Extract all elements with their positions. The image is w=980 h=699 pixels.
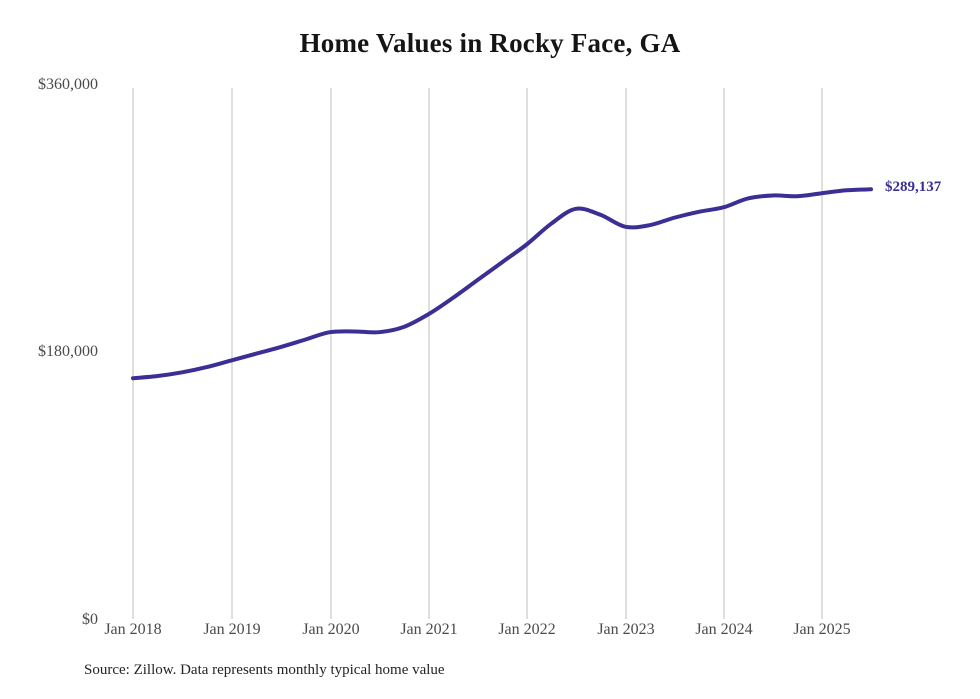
y-axis-tick-360000: $360,000 <box>38 76 98 93</box>
x-axis-tick-jan-2019: Jan 2019 <box>203 621 261 638</box>
y-axis-tick-0: $0 <box>82 611 98 628</box>
x-axis-tick-jan-2018: Jan 2018 <box>104 621 162 638</box>
series-end-value-label: $289,137 <box>885 179 942 196</box>
x-axis-tick-jan-2023: Jan 2023 <box>597 621 655 638</box>
x-axis-tick-jan-2022: Jan 2022 <box>498 621 556 638</box>
gridlines <box>132 88 823 619</box>
x-axis-tick-jan-2021: Jan 2021 <box>400 621 458 638</box>
chart-title: Home Values in Rocky Face, GA <box>299 28 681 58</box>
y-axis-tick-180000: $180,000 <box>38 343 98 360</box>
x-axis-tick-jan-2020: Jan 2020 <box>302 621 360 638</box>
source-note: Source: Zillow. Data represents monthly … <box>84 662 445 678</box>
x-axis-tick-jan-2025: Jan 2025 <box>793 621 851 638</box>
x-axis-tick-jan-2024: Jan 2024 <box>695 621 753 638</box>
data-series-line <box>131 187 873 381</box>
